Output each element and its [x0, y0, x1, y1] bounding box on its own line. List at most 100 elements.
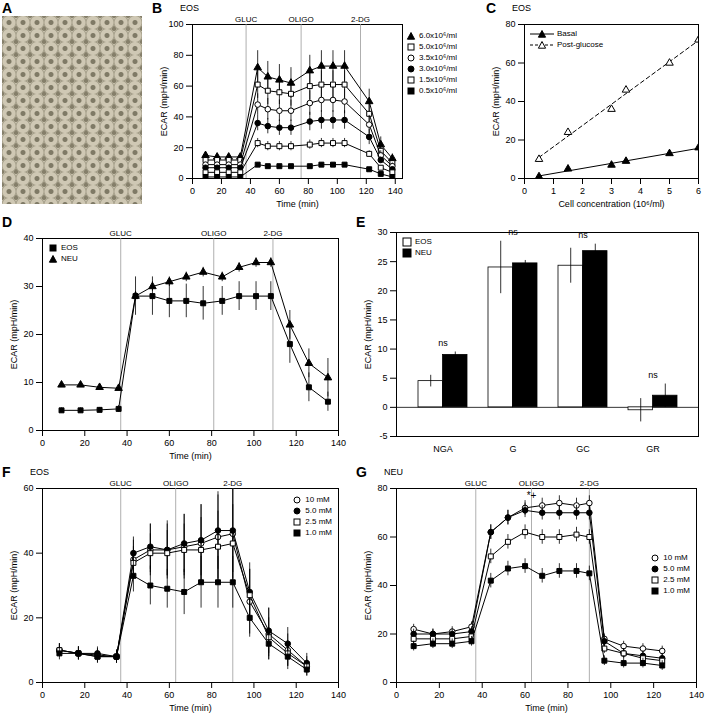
svg-text:1: 1: [551, 186, 556, 196]
svg-text:20: 20: [505, 135, 515, 145]
svg-text:OLIGO: OLIGO: [163, 479, 188, 488]
svg-text:0: 0: [28, 677, 33, 687]
svg-text:GLUC: GLUC: [110, 479, 132, 488]
svg-text:GR: GR: [646, 444, 660, 454]
svg-text:40: 40: [23, 233, 33, 243]
svg-text:ns: ns: [578, 230, 588, 240]
svg-text:ns: ns: [508, 227, 518, 237]
svg-text:ECAR (mpH/min): ECAR (mpH/min): [491, 67, 501, 137]
svg-text:G: G: [509, 444, 516, 454]
svg-text:60: 60: [505, 58, 515, 68]
svg-text:20: 20: [23, 613, 33, 623]
svg-text:80: 80: [377, 483, 387, 493]
svg-text:60: 60: [164, 438, 174, 448]
svg-text:ECAR (mpH/min): ECAR (mpH/min): [363, 300, 373, 370]
svg-text:2-DG: 2-DG: [263, 229, 282, 238]
svg-text:120: 120: [289, 438, 304, 448]
svg-text:Cell concentration (10⁶/ml): Cell concentration (10⁶/ml): [558, 199, 664, 209]
svg-text:NGA: NGA: [433, 444, 453, 454]
svg-text:80: 80: [173, 50, 183, 60]
svg-text:100: 100: [330, 186, 345, 196]
svg-text:60: 60: [173, 81, 183, 91]
svg-text:100: 100: [168, 19, 183, 29]
svg-text:GLUC: GLUC: [465, 479, 487, 488]
svg-text:100: 100: [246, 438, 261, 448]
svg-text:80: 80: [505, 19, 515, 29]
svg-text:30: 30: [377, 227, 387, 237]
svg-text:140: 140: [331, 690, 346, 700]
svg-text:Time (min): Time (min): [276, 199, 319, 209]
svg-text:40: 40: [122, 438, 132, 448]
svg-text:ECAR (mpH/min): ECAR (mpH/min): [159, 67, 169, 137]
svg-text:80: 80: [563, 690, 573, 700]
svg-text:ns: ns: [648, 370, 658, 380]
svg-text:0: 0: [28, 425, 33, 435]
svg-text:20: 20: [377, 286, 387, 296]
svg-text:100: 100: [603, 690, 618, 700]
svg-text:60: 60: [164, 690, 174, 700]
svg-text:GLUC: GLUC: [235, 15, 257, 24]
svg-text:5: 5: [382, 373, 387, 383]
svg-text:140: 140: [331, 438, 346, 448]
svg-text:2-DG: 2-DG: [580, 479, 599, 488]
svg-text:0: 0: [382, 677, 387, 687]
svg-text:100: 100: [246, 690, 261, 700]
svg-text:15: 15: [377, 315, 387, 325]
svg-text:ns: ns: [438, 338, 448, 348]
svg-text:80: 80: [207, 438, 217, 448]
svg-text:120: 120: [646, 690, 661, 700]
svg-text:140: 140: [689, 690, 704, 700]
svg-text:40: 40: [245, 186, 255, 196]
svg-text:10: 10: [377, 344, 387, 354]
svg-text:GLUC: GLUC: [110, 229, 132, 238]
svg-text:40: 40: [122, 690, 132, 700]
svg-text:ECAR (mpH/min): ECAR (mpH/min): [9, 551, 19, 621]
svg-text:GC: GC: [576, 444, 590, 454]
svg-text:ECAR (mpH/min): ECAR (mpH/min): [363, 551, 373, 621]
svg-text:40: 40: [505, 96, 515, 106]
svg-text:0: 0: [40, 690, 45, 700]
svg-text:OLIGO: OLIGO: [288, 15, 313, 24]
svg-text:0: 0: [382, 402, 387, 412]
svg-text:3: 3: [609, 186, 614, 196]
svg-text:-5: -5: [379, 431, 387, 441]
svg-text:60: 60: [377, 532, 387, 542]
svg-text:Time (min): Time (min): [169, 703, 212, 713]
svg-text:25: 25: [377, 257, 387, 267]
svg-text:40: 40: [173, 112, 183, 122]
svg-text:2-DG: 2-DG: [223, 479, 242, 488]
svg-text:40: 40: [477, 690, 487, 700]
svg-text:ECAR (mpH/min): ECAR (mpH/min): [9, 300, 19, 370]
svg-text:20: 20: [80, 438, 90, 448]
svg-text:0: 0: [394, 690, 399, 700]
svg-text:80: 80: [303, 186, 313, 196]
svg-text:0: 0: [522, 186, 527, 196]
svg-text:4: 4: [638, 186, 643, 196]
svg-text:2: 2: [580, 186, 585, 196]
svg-text:30: 30: [23, 281, 33, 291]
svg-text:OLIGO: OLIGO: [519, 479, 544, 488]
svg-text:40: 40: [23, 548, 33, 558]
svg-text:20: 20: [173, 143, 183, 153]
svg-text:Time (min): Time (min): [169, 451, 212, 461]
svg-text:0: 0: [178, 173, 183, 183]
svg-text:*+: *+: [527, 490, 537, 501]
svg-text:10: 10: [23, 377, 33, 387]
svg-text:OLIGO: OLIGO: [201, 229, 226, 238]
svg-text:0: 0: [40, 438, 45, 448]
svg-text:20: 20: [80, 690, 90, 700]
svg-text:20: 20: [216, 186, 226, 196]
svg-text:20: 20: [434, 690, 444, 700]
svg-text:140: 140: [388, 186, 403, 196]
svg-text:Time (min): Time (min): [525, 703, 568, 713]
svg-text:0: 0: [190, 186, 195, 196]
svg-text:80: 80: [207, 690, 217, 700]
svg-text:0: 0: [510, 173, 515, 183]
svg-text:60: 60: [274, 186, 284, 196]
svg-text:20: 20: [377, 629, 387, 639]
svg-text:120: 120: [359, 186, 374, 196]
svg-text:40: 40: [377, 580, 387, 590]
svg-text:6: 6: [696, 186, 701, 196]
svg-text:20: 20: [23, 329, 33, 339]
svg-text:5: 5: [667, 186, 672, 196]
